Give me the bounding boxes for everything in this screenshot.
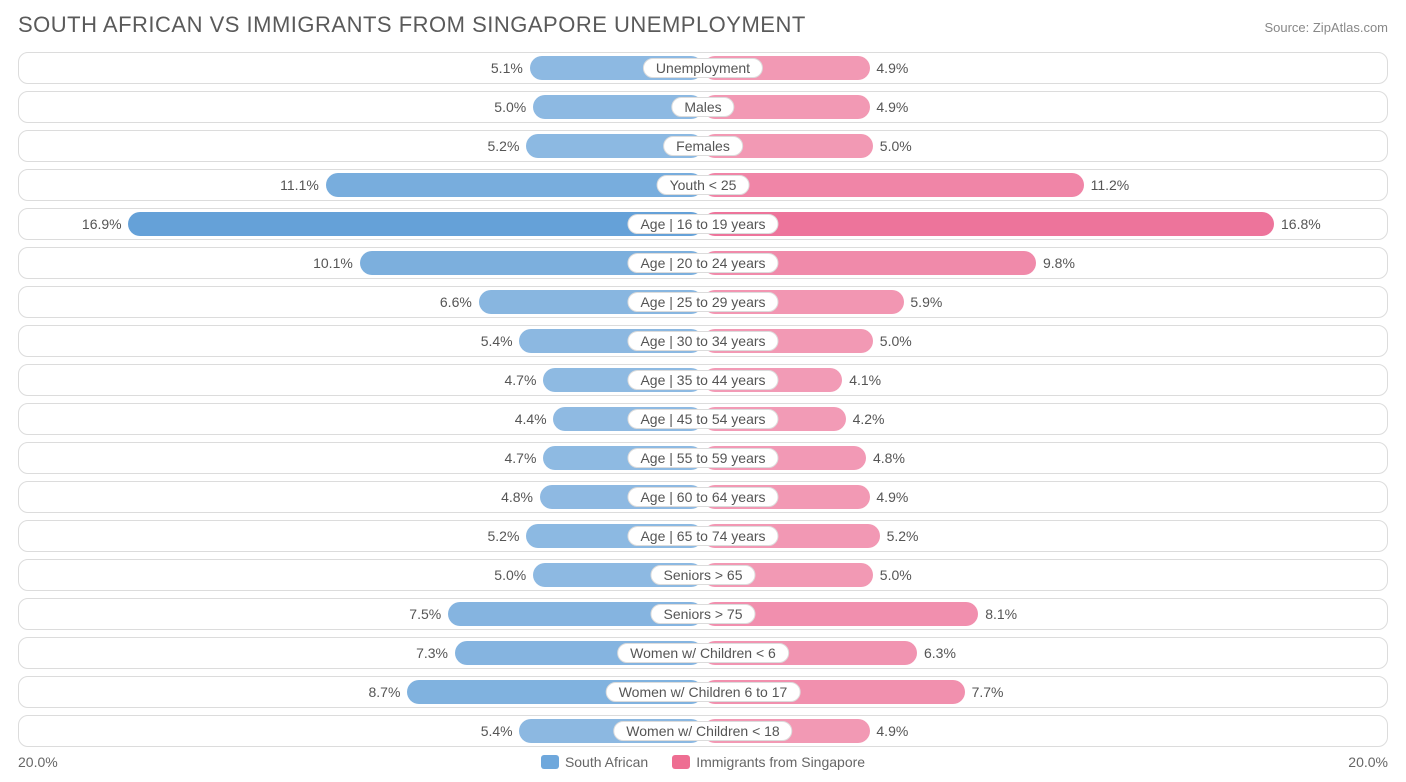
value-right: 4.2%: [853, 411, 885, 427]
value-left: 5.0%: [494, 99, 526, 115]
category-label: Seniors > 75: [651, 604, 756, 624]
value-left: 7.5%: [409, 606, 441, 622]
chart-row: 10.1% 9.8% Age | 20 to 24 years: [18, 247, 1388, 279]
chart-row: 5.2% 5.0% Females: [18, 130, 1388, 162]
value-left: 7.3%: [416, 645, 448, 661]
value-left: 5.0%: [494, 567, 526, 583]
value-left: 4.7%: [504, 450, 536, 466]
value-right: 8.1%: [985, 606, 1017, 622]
chart-row: 5.4% 5.0% Age | 30 to 34 years: [18, 325, 1388, 357]
category-label: Women w/ Children 6 to 17: [606, 682, 801, 702]
chart-row: 4.8% 4.9% Age | 60 to 64 years: [18, 481, 1388, 513]
category-label: Age | 45 to 54 years: [627, 409, 778, 429]
value-right: 5.0%: [880, 333, 912, 349]
value-right: 4.9%: [876, 60, 908, 76]
value-left: 10.1%: [313, 255, 353, 271]
category-label: Females: [663, 136, 743, 156]
value-left: 4.4%: [515, 411, 547, 427]
chart-row: 4.7% 4.1% Age | 35 to 44 years: [18, 364, 1388, 396]
value-left: 6.6%: [440, 294, 472, 310]
value-left: 5.1%: [491, 60, 523, 76]
bar-left: [128, 212, 703, 236]
category-label: Unemployment: [643, 58, 763, 78]
category-label: Seniors > 65: [651, 565, 756, 585]
chart-row: 5.0% 5.0% Seniors > 65: [18, 559, 1388, 591]
legend-item-left: South African: [541, 754, 648, 770]
value-right: 5.0%: [880, 138, 912, 154]
category-label: Age | 65 to 74 years: [627, 526, 778, 546]
value-left: 4.7%: [504, 372, 536, 388]
chart-row: 4.7% 4.8% Age | 55 to 59 years: [18, 442, 1388, 474]
value-right: 5.9%: [910, 294, 942, 310]
chart-row: 4.4% 4.2% Age | 45 to 54 years: [18, 403, 1388, 435]
chart-row: 5.2% 5.2% Age | 65 to 74 years: [18, 520, 1388, 552]
legend-swatch-left: [541, 755, 559, 769]
legend-label-left: South African: [565, 754, 648, 770]
value-left: 5.4%: [481, 333, 513, 349]
value-left: 5.2%: [487, 528, 519, 544]
legend: South African Immigrants from Singapore: [541, 754, 865, 770]
value-right: 11.2%: [1091, 177, 1130, 193]
chart-row: 5.4% 4.9% Women w/ Children < 18: [18, 715, 1388, 747]
axis-max-left: 20.0%: [18, 754, 58, 770]
chart-row: 16.9% 16.8% Age | 16 to 19 years: [18, 208, 1388, 240]
category-label: Age | 25 to 29 years: [627, 292, 778, 312]
value-right: 5.0%: [880, 567, 912, 583]
legend-swatch-right: [672, 755, 690, 769]
value-right: 5.2%: [887, 528, 919, 544]
value-left: 5.4%: [481, 723, 513, 739]
value-left: 16.9%: [82, 216, 122, 232]
value-left: 11.1%: [280, 177, 319, 193]
value-right: 4.1%: [849, 372, 881, 388]
chart-row: 7.5% 8.1% Seniors > 75: [18, 598, 1388, 630]
chart-source: Source: ZipAtlas.com: [1264, 20, 1388, 35]
bar-right: [703, 173, 1084, 197]
chart-row: 7.3% 6.3% Women w/ Children < 6: [18, 637, 1388, 669]
legend-item-right: Immigrants from Singapore: [672, 754, 865, 770]
value-right: 9.8%: [1043, 255, 1075, 271]
value-left: 8.7%: [368, 684, 400, 700]
chart-row: 11.1% 11.2% Youth < 25: [18, 169, 1388, 201]
category-label: Age | 60 to 64 years: [627, 487, 778, 507]
value-right: 6.3%: [924, 645, 956, 661]
value-left: 5.2%: [487, 138, 519, 154]
chart-row: 5.0% 4.9% Males: [18, 91, 1388, 123]
category-label: Women w/ Children < 6: [617, 643, 789, 663]
value-left: 4.8%: [501, 489, 533, 505]
bar-left: [326, 173, 703, 197]
chart-row: 5.1% 4.9% Unemployment: [18, 52, 1388, 84]
category-label: Age | 30 to 34 years: [627, 331, 778, 351]
category-label: Age | 35 to 44 years: [627, 370, 778, 390]
value-right: 4.9%: [876, 99, 908, 115]
value-right: 4.8%: [873, 450, 905, 466]
category-label: Age | 20 to 24 years: [627, 253, 778, 273]
category-label: Youth < 25: [657, 175, 750, 195]
value-right: 16.8%: [1281, 216, 1321, 232]
category-label: Males: [671, 97, 734, 117]
value-right: 4.9%: [876, 723, 908, 739]
category-label: Age | 55 to 59 years: [627, 448, 778, 468]
bar-right: [703, 212, 1274, 236]
legend-label-right: Immigrants from Singapore: [696, 754, 865, 770]
value-right: 7.7%: [972, 684, 1004, 700]
value-right: 4.9%: [876, 489, 908, 505]
category-label: Women w/ Children < 18: [613, 721, 792, 741]
diverging-bar-chart: 5.1% 4.9% Unemployment 5.0% 4.9% Males 5…: [18, 52, 1388, 747]
chart-row: 8.7% 7.7% Women w/ Children 6 to 17: [18, 676, 1388, 708]
category-label: Age | 16 to 19 years: [627, 214, 778, 234]
axis-max-right: 20.0%: [1348, 754, 1388, 770]
chart-row: 6.6% 5.9% Age | 25 to 29 years: [18, 286, 1388, 318]
chart-title: SOUTH AFRICAN VS IMMIGRANTS FROM SINGAPO…: [18, 12, 806, 38]
